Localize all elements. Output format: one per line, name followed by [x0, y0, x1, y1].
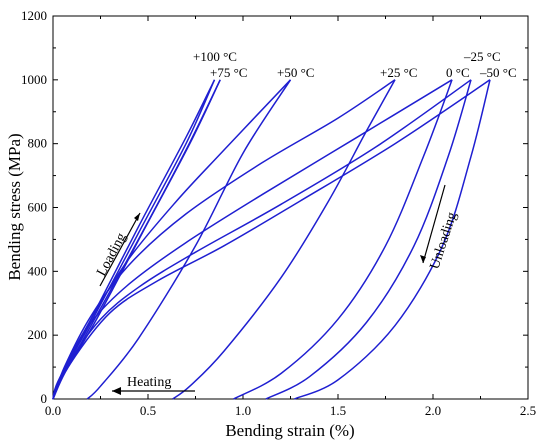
series-6-loading-curve: [52, 79, 491, 400]
y-axis-title: Bending stress (MPa): [5, 133, 24, 280]
heating-arrowhead: [112, 387, 121, 395]
y-tick-label: 400: [28, 263, 48, 278]
y-tick-label: 1200: [21, 8, 47, 23]
x-tick-label: 0.0: [45, 403, 61, 418]
x-axis-title: Bending strain (%): [225, 421, 354, 440]
series-6-unloading-curve: [293, 79, 491, 400]
series-2-unloading-curve: [86, 79, 292, 400]
x-tick-labels: 0.0 0.5 1.0 1.5 2.0 2.5: [45, 403, 536, 418]
series-5-loading-curve: [52, 79, 472, 400]
y-tick-labels: 0 200 400 600 800 1000 1200: [21, 8, 47, 406]
curve-label-minus50: –50 °C: [479, 65, 517, 80]
series-5-unloading-curve: [265, 79, 472, 400]
x-tick-label: 2.5: [520, 403, 536, 418]
loading-arrowhead: [134, 213, 140, 221]
curve-label-plus25: +25 °C: [380, 65, 417, 80]
x-tick-label: 1.0: [235, 403, 251, 418]
series-4-loading-curve: [52, 79, 453, 400]
curve-label-plus75: +75 °C: [210, 65, 247, 80]
series-3-unloading-curve: [172, 79, 396, 400]
y-tick-label: 0: [41, 391, 48, 406]
x-tick-label: 1.5: [330, 403, 346, 418]
x-tick-label: 0.5: [140, 403, 156, 418]
curve-label-plus100: +100 °C: [193, 49, 237, 64]
curve-label-plus50: +50 °C: [277, 65, 314, 80]
y-tick-label: 800: [28, 136, 48, 151]
y-tick-label: 1000: [21, 72, 47, 87]
curve-label-0: 0 °C: [446, 65, 470, 80]
axis-ticks: [52, 15, 529, 400]
curve-label-minus25: –25 °C: [463, 49, 501, 64]
unloading-arrow: [422, 184, 446, 264]
unloading-arrowhead: [420, 255, 426, 263]
series-4-unloading-curve: [233, 79, 453, 400]
hysteresis-curves: [52, 79, 491, 400]
x-tick-label: 2.0: [425, 403, 441, 418]
loading-arrow: [99, 212, 141, 287]
heating-annotation: Heating: [112, 375, 195, 395]
unloading-annotation: Unloading: [420, 184, 461, 271]
heating-label: Heating: [127, 375, 171, 390]
y-tick-label: 200: [28, 327, 48, 342]
unloading-label: Unloading: [428, 210, 461, 271]
y-tick-label: 600: [28, 200, 48, 215]
series-2-loading-curve: [52, 79, 292, 400]
